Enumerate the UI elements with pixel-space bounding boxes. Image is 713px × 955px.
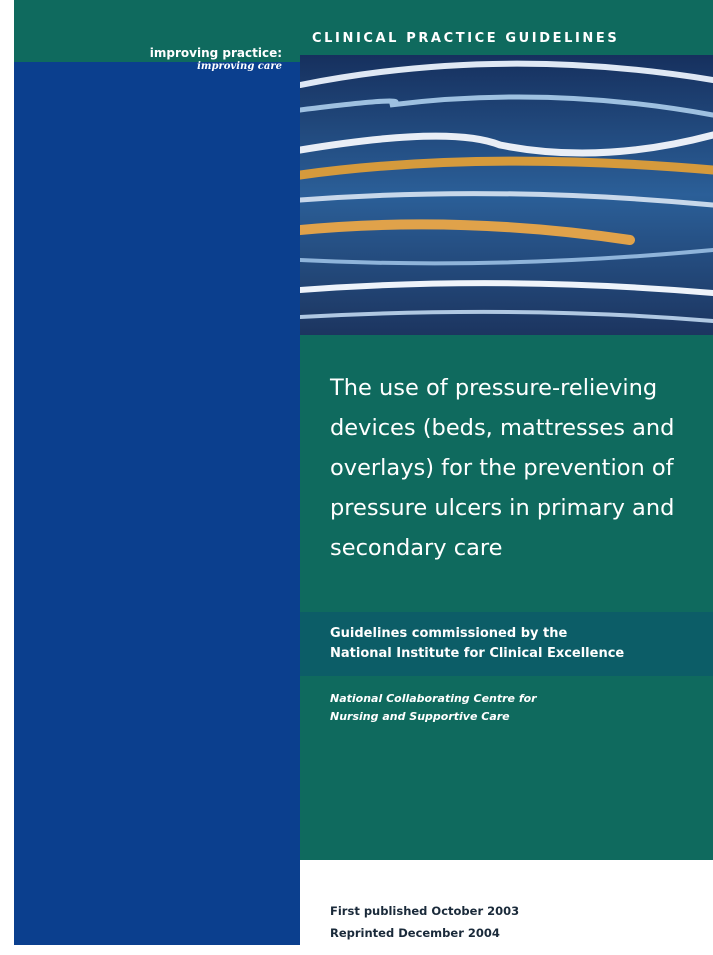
commission-line: National Institute for Clinical Excellen…: [330, 646, 625, 661]
teal-panel: [300, 335, 713, 860]
publication-line: Reprinted December 2004: [330, 926, 500, 940]
cover: improving practice: improving care CLINI…: [14, 0, 713, 955]
publication-line: First published October 2003: [330, 904, 520, 918]
publication: First published October 2003 Reprinted D…: [330, 900, 519, 944]
title-line: overlays) for the prevention of: [330, 455, 674, 481]
centre-line: Nursing and Supportive Care: [330, 710, 510, 723]
tagline-main: improving practice:: [149, 46, 282, 60]
centre-line: National Collaborating Centre for: [330, 692, 537, 705]
title-line: pressure ulcers in primary and: [330, 495, 675, 521]
series-label: CLINICAL PRACTICE GUIDELINES: [312, 31, 620, 46]
top-band: [14, 0, 713, 62]
commission: Guidelines commissioned by the National …: [330, 624, 624, 664]
title-line: secondary care: [330, 535, 503, 561]
tagline-sub: improving care: [197, 61, 282, 72]
centre: National Collaborating Centre for Nursin…: [330, 690, 537, 726]
cover-image: [300, 55, 713, 335]
tagline: improving practice: improving care: [14, 47, 282, 73]
commission-band: [300, 612, 713, 676]
title-line: The use of pressure-relieving: [330, 375, 658, 401]
commission-line: Guidelines commissioned by the: [330, 626, 568, 641]
title-line: devices (beds, mattresses and: [330, 415, 675, 441]
title: The use of pressure-relieving devices (b…: [330, 368, 674, 568]
blue-column: [14, 62, 300, 945]
